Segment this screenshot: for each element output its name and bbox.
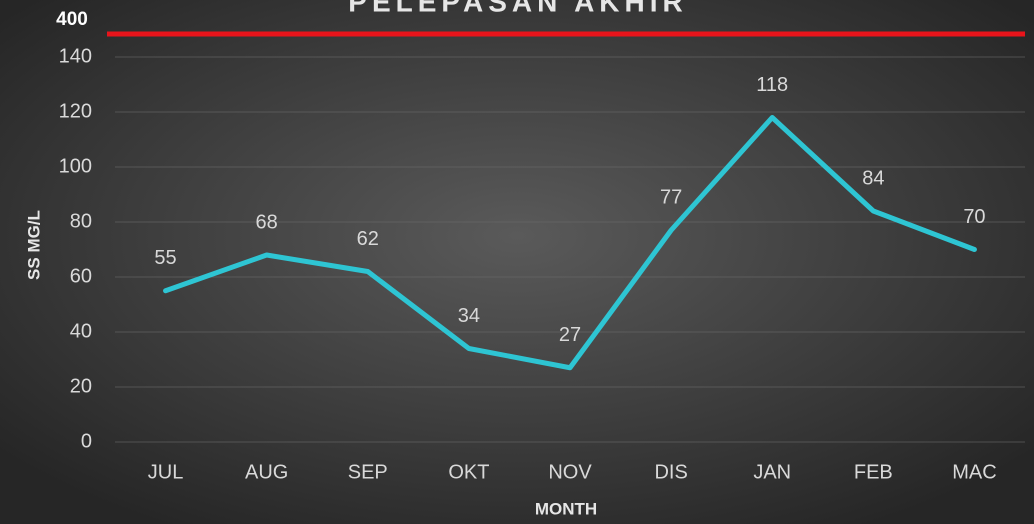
- x-tick-label: NOV: [548, 461, 592, 483]
- limit-label: 400: [56, 9, 88, 30]
- data-label: 118: [756, 74, 788, 96]
- x-tick-label: OKT: [448, 461, 489, 483]
- x-tick-label: JUL: [148, 461, 184, 483]
- data-label: 70: [963, 206, 985, 228]
- data-label: 34: [458, 305, 480, 327]
- x-tick-label: FEB: [854, 461, 893, 483]
- y-tick-label: 100: [59, 155, 92, 177]
- data-label: 84: [862, 167, 884, 189]
- chart-title: PELEPASAN AKHIR: [348, 0, 687, 17]
- x-tick-label: AUG: [245, 461, 288, 483]
- x-tick-label: JAN: [753, 461, 791, 483]
- data-line: [163, 115, 977, 371]
- y-tick-label: 40: [70, 320, 92, 342]
- x-tick-label: DIS: [654, 461, 687, 483]
- y-tick-label: 140: [59, 45, 92, 67]
- data-label: 77: [660, 187, 682, 209]
- y-tick-label: 20: [70, 375, 92, 397]
- data-label: 27: [559, 324, 581, 346]
- data-label: 55: [154, 247, 176, 269]
- x-axis-title: MONTH: [535, 499, 597, 518]
- y-axis-title: SS MG/L: [24, 210, 43, 280]
- y-tick-label: 0: [81, 430, 92, 452]
- data-label: 68: [256, 211, 278, 233]
- y-tick-label: 60: [70, 265, 92, 287]
- data-label: 62: [357, 228, 379, 250]
- y-tick-label: 80: [70, 210, 92, 232]
- x-tick-label: SEP: [348, 461, 388, 483]
- x-tick-label: MAC: [952, 461, 996, 483]
- y-tick-label: 120: [59, 100, 92, 122]
